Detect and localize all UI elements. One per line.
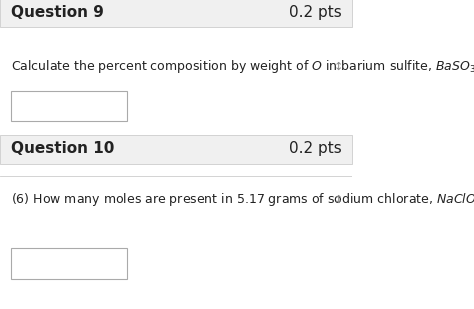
Text: ↕: ↕ <box>334 61 344 72</box>
FancyBboxPatch shape <box>0 0 352 27</box>
Text: 0.2 pts: 0.2 pts <box>289 142 342 156</box>
Text: (6) How many moles are present in 5.17 grams of sodium chlorate, $\mathit{NaClO_: (6) How many moles are present in 5.17 g… <box>10 191 474 208</box>
FancyBboxPatch shape <box>10 248 127 279</box>
Text: Calculate the percent composition by weight of $\it{O}$ in barium sulfite, $\mat: Calculate the percent composition by wei… <box>10 58 474 75</box>
Text: ↕: ↕ <box>334 195 344 205</box>
Text: Question 9: Question 9 <box>10 5 103 20</box>
FancyBboxPatch shape <box>10 91 127 121</box>
Text: 0.2 pts: 0.2 pts <box>289 5 342 20</box>
FancyBboxPatch shape <box>0 135 352 163</box>
Text: Question 10: Question 10 <box>10 142 114 156</box>
